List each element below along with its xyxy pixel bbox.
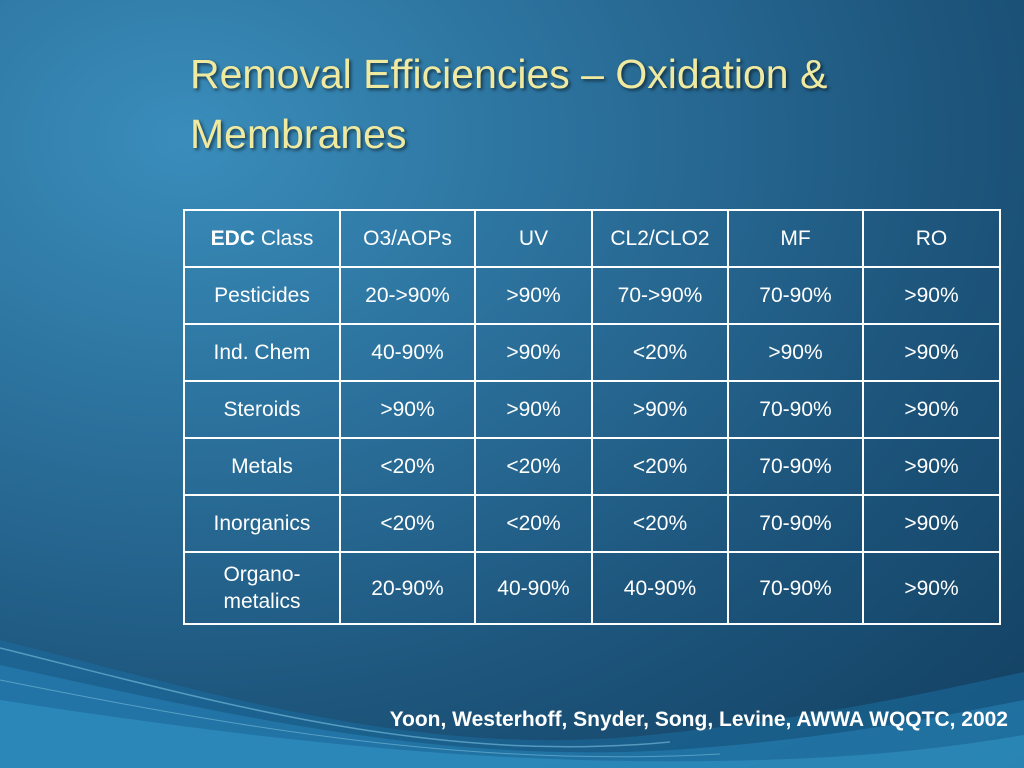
table-cell: >90% (862, 437, 1001, 496)
row-label: Inorganics (183, 494, 341, 553)
table-cell: <20% (474, 494, 593, 553)
row-label: Ind. Chem (183, 323, 341, 382)
table-cell: >90% (862, 380, 1001, 439)
table-cell: 70-90% (727, 437, 864, 496)
header-uv: UV (474, 209, 593, 268)
table-row: Inorganics <20% <20% <20% 70-90% >90% (183, 494, 1001, 553)
table-row: Organo-metalics 20-90% 40-90% 40-90% 70-… (183, 551, 1001, 625)
header-class-text: Class (254, 227, 314, 250)
table-cell: 40-90% (591, 551, 729, 625)
table-cell: <20% (474, 437, 593, 496)
removal-efficiency-table: EDC Class O3/AOPs UV CL2/CLO2 MF RO Pest… (183, 209, 1001, 625)
header-ro: RO (862, 209, 1001, 268)
table-row: Ind. Chem 40-90% >90% <20% >90% >90% (183, 323, 1001, 382)
table-cell: <20% (339, 494, 476, 553)
table-cell: <20% (591, 323, 729, 382)
table-cell: <20% (591, 494, 729, 553)
table-cell: >90% (339, 380, 476, 439)
table-cell: >90% (591, 380, 729, 439)
table-cell: 40-90% (339, 323, 476, 382)
header-o3-aops: O3/AOPs (339, 209, 476, 268)
header-edc-bold: EDC (210, 227, 255, 250)
table-cell: >90% (474, 323, 593, 382)
header-edc-class: EDC Class (183, 209, 341, 268)
table-cell: >90% (474, 266, 593, 325)
table-row: Pesticides 20->90% >90% 70->90% 70-90% >… (183, 266, 1001, 325)
slide-title: Removal Efficiencies – Oxidation & Membr… (190, 44, 990, 164)
table-cell: <20% (339, 437, 476, 496)
row-label: Organo-metalics (183, 551, 341, 625)
citation-text: Yoon, Westerhoff, Snyder, Song, Levine, … (389, 708, 1008, 731)
table-cell: >90% (474, 380, 593, 439)
row-label: Pesticides (183, 266, 341, 325)
table-cell: 70-90% (727, 380, 864, 439)
slide-title-line1: Removal Efficiencies – Oxidation & (190, 51, 828, 97)
table-header-row: EDC Class O3/AOPs UV CL2/CLO2 MF RO (183, 209, 1001, 268)
slide-title-line2: Membranes (190, 111, 407, 157)
table-cell: 20-90% (339, 551, 476, 625)
table-cell: 70-90% (727, 551, 864, 625)
table-cell: >90% (862, 494, 1001, 553)
table-cell: >90% (862, 323, 1001, 382)
row-label-line1: Organo- (223, 563, 301, 586)
table-cell: >90% (727, 323, 864, 382)
table-cell: 70-90% (727, 494, 864, 553)
table-cell: <20% (591, 437, 729, 496)
header-mf: MF (727, 209, 864, 268)
row-label: Steroids (183, 380, 341, 439)
table-row: Metals <20% <20% <20% 70-90% >90% (183, 437, 1001, 496)
table-cell: 70->90% (591, 266, 729, 325)
table-cell: >90% (862, 551, 1001, 625)
table-cell: >90% (862, 266, 1001, 325)
table-row: Steroids >90% >90% >90% 70-90% >90% (183, 380, 1001, 439)
row-label-line2: metalics (223, 590, 301, 613)
row-label: Metals (183, 437, 341, 496)
table-cell: 20->90% (339, 266, 476, 325)
header-cl2-clo2: CL2/CLO2 (591, 209, 729, 268)
table-cell: 70-90% (727, 266, 864, 325)
table-cell: 40-90% (474, 551, 593, 625)
